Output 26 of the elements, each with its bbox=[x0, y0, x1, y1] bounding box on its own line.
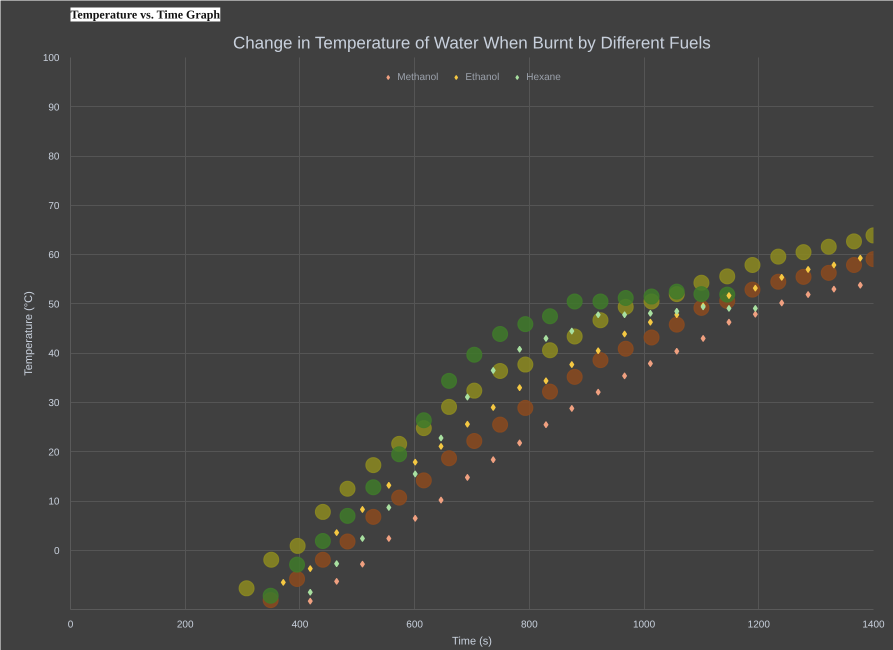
y-tick-label: 80 bbox=[48, 152, 60, 163]
legend-label: Methanol bbox=[397, 72, 438, 82]
x-tick-label: 200 bbox=[176, 620, 194, 630]
y-tick-label: 30 bbox=[48, 398, 60, 409]
x-tick-label: 1200 bbox=[748, 620, 770, 630]
x-tick-label: 400 bbox=[292, 620, 309, 630]
text: Temperature vs. Time Graph bbox=[70, 8, 220, 22]
x-axis-title: Time (s) bbox=[452, 636, 492, 648]
x-tick-label: 0 bbox=[68, 620, 74, 630]
y-tick-label: 60 bbox=[48, 250, 60, 262]
y-tick-label: 90 bbox=[48, 102, 60, 114]
x-tick-label: 1400 bbox=[862, 620, 886, 630]
y-tick-label: 40 bbox=[48, 348, 60, 360]
x-tick-label: 800 bbox=[521, 620, 538, 630]
y-tick-label: 0 bbox=[54, 546, 60, 557]
y-axis-title: Temperature (°C) bbox=[22, 291, 35, 376]
y-tick-label: 50 bbox=[48, 299, 60, 310]
y-tick-label: 70 bbox=[48, 200, 60, 212]
chart-title: Change in Temperature of Water When Burnt by Different Fuels bbox=[232, 34, 711, 52]
legend-label: Ethanol bbox=[465, 72, 500, 82]
y-tick-label: 100 bbox=[42, 53, 60, 64]
y-tick-label: 10 bbox=[48, 496, 60, 508]
x-tick-label: 1000 bbox=[632, 620, 656, 630]
x-tick-label: 600 bbox=[406, 620, 424, 630]
legend-label: Hexane bbox=[526, 72, 561, 82]
y-tick-label: 20 bbox=[48, 447, 60, 458]
